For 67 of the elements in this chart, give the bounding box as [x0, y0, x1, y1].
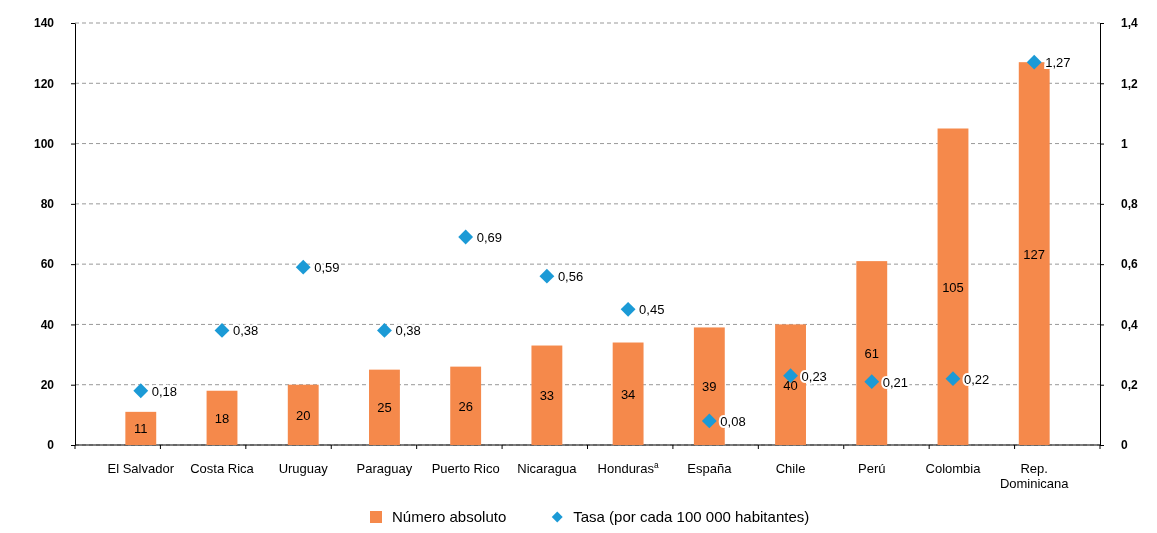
x-tick-label: España — [687, 461, 733, 476]
data-label: 33 — [539, 388, 555, 404]
data-label: 0,45 — [639, 302, 665, 318]
y2-tick-label: 0 — [1121, 438, 1128, 453]
bar — [287, 384, 319, 445]
y-tick-label: 40 — [40, 317, 55, 332]
y2-tick-label: 0,8 — [1121, 197, 1139, 212]
data-label: 61 — [864, 346, 880, 362]
x-tick-label: El Salvador — [107, 461, 175, 476]
legend-label: Número absoluto — [392, 508, 507, 525]
data-label: 0,69 — [476, 230, 502, 246]
data-label: 18 — [214, 410, 230, 426]
data-label: 34 — [620, 386, 636, 402]
point — [620, 301, 636, 317]
bar — [450, 366, 482, 445]
data-label: 39 — [702, 379, 717, 395]
data-label: 0,56 — [557, 269, 584, 285]
y-tick-label: 140 — [33, 16, 55, 31]
data-label: 0,38 — [395, 323, 421, 339]
bar — [369, 369, 400, 445]
bar — [612, 342, 644, 445]
point — [701, 413, 717, 429]
x-tick-label: Honduras$^{a}$ — [597, 460, 659, 476]
y2-tick-label: 0,4 — [1121, 317, 1139, 332]
data-label: 20 — [295, 407, 311, 423]
point — [1026, 54, 1042, 70]
y-tick-label: 0 — [47, 438, 55, 453]
y2-tick-label: 1,2 — [1121, 76, 1139, 91]
x-tick-label: Nicaragua — [517, 461, 578, 476]
data-label: 0,59 — [314, 260, 340, 276]
point — [864, 374, 880, 390]
y-tick-label: 100 — [33, 136, 55, 151]
x-tick-label: Colombia — [925, 461, 982, 476]
point — [377, 323, 392, 338]
point — [133, 383, 149, 399]
data-label: 105 — [942, 279, 964, 295]
x-tick-label: Rep. Dominicana — [999, 461, 1070, 491]
data-label: 11 — [134, 421, 148, 437]
x-tick-label: Puerto Rico — [431, 461, 500, 476]
x-tick-label: Paraguay — [356, 461, 413, 476]
data-label: 40 — [783, 377, 798, 393]
y-tick-label: 120 — [33, 76, 55, 91]
x-tick-label: Costa Rica — [190, 461, 255, 476]
data-label: 0,38 — [233, 323, 259, 339]
y2-tick-label: 1 — [1121, 136, 1128, 151]
data-label: 127 — [1023, 246, 1046, 262]
y-tick-label: 20 — [40, 378, 55, 393]
y2-tick-label: 0,2 — [1121, 378, 1139, 393]
point — [295, 259, 311, 275]
legend-label: Tasa (por cada 100 000 habitantes) — [573, 508, 810, 525]
y-tick-label: 60 — [40, 257, 55, 272]
data-label: 25 — [377, 400, 392, 416]
bar — [531, 345, 563, 445]
bar — [206, 390, 238, 445]
data-label: 0,18 — [151, 383, 178, 399]
y-tick-label: 80 — [40, 197, 55, 212]
x-tick-label: Chile — [775, 461, 806, 476]
data-label: 26 — [458, 398, 473, 414]
bar — [125, 411, 157, 445]
data-label: 1,27 — [1045, 55, 1071, 71]
x-tick-label: Perú — [858, 461, 886, 476]
point — [945, 371, 961, 387]
y2-tick-label: 0,6 — [1121, 257, 1139, 272]
y2-tick-label: 1,4 — [1121, 16, 1139, 31]
point — [539, 268, 555, 284]
x-tick-label: Uruguay — [278, 461, 329, 476]
point — [458, 229, 474, 245]
